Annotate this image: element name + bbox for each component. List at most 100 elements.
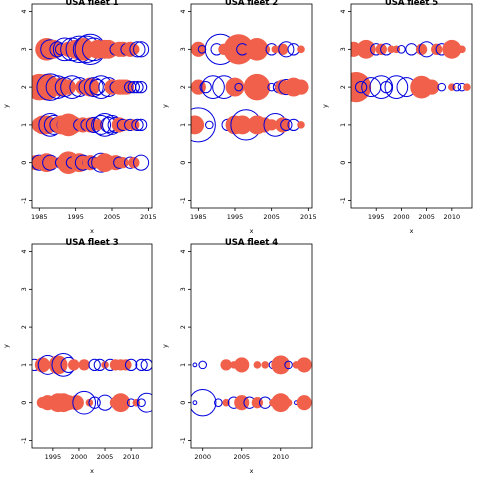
x-tick-label: 1995: [368, 213, 385, 221]
x-axis-label: x: [90, 467, 94, 475]
data-point: [296, 395, 312, 411]
data-point: [60, 79, 76, 95]
data-point: [405, 43, 418, 56]
y-tick-label: 4: [179, 249, 187, 253]
data-point: [191, 115, 205, 135]
data-point: [118, 79, 135, 95]
y-tick-label: 4: [339, 9, 347, 13]
data-point: [296, 357, 312, 373]
data-point: [192, 362, 198, 368]
y-tick-label: 4: [179, 9, 187, 13]
x-tick-label: 1995: [67, 213, 84, 221]
plot-frame: [350, 3, 473, 209]
y-tick-label: 3: [179, 287, 187, 291]
x-tick-label: 1985: [31, 213, 48, 221]
y-tick-label: 0: [20, 161, 28, 165]
y-tick-label: -1: [339, 197, 347, 203]
data-point: [131, 118, 144, 132]
y-tick-label: 1: [20, 363, 28, 367]
y-tick-label: 3: [339, 47, 347, 51]
panel-title: USA fleet 4: [225, 238, 278, 248]
plot-frame: [190, 3, 313, 209]
y-tick-label: 1: [179, 123, 187, 127]
data-point: [354, 80, 368, 94]
y-tick-label: 3: [179, 47, 187, 51]
data-point: [34, 357, 50, 373]
y-axis-label: y: [2, 344, 10, 348]
data-point: [191, 107, 216, 143]
x-tick-label: 2005: [418, 213, 435, 221]
data-point: [199, 80, 212, 94]
data-point: [68, 395, 84, 411]
x-tick-label: 2015: [300, 213, 317, 221]
x-tick-label: 1995: [227, 213, 244, 221]
data-point: [205, 120, 214, 130]
y-tick-label: 2: [20, 85, 28, 89]
y-tick-label: 0: [179, 401, 187, 405]
x-tick-label: 2005: [104, 213, 121, 221]
data-point: [192, 400, 198, 406]
data-point: [280, 118, 293, 132]
y-tick-label: 2: [179, 85, 187, 89]
data-point: [78, 359, 90, 371]
data-point: [134, 118, 148, 132]
x-tick-label: 2005: [97, 453, 114, 461]
data-point: [72, 390, 97, 415]
y-tick-label: 3: [20, 287, 28, 291]
y-axis-label: y: [161, 344, 169, 348]
data-point: [131, 80, 144, 94]
y-tick-label: 0: [179, 161, 187, 165]
data-point: [297, 121, 305, 129]
data-point: [458, 45, 466, 54]
y-tick-label: 4: [20, 9, 28, 13]
points-layer: [32, 33, 150, 175]
data-point: [234, 357, 250, 373]
data-point: [201, 75, 225, 99]
data-point: [111, 393, 131, 413]
data-point: [463, 83, 471, 91]
y-tick-label: -1: [179, 197, 187, 203]
x-tick-label: 1985: [190, 213, 207, 221]
points-layer: [32, 353, 152, 415]
x-tick-label: 2010: [123, 453, 140, 461]
data-point: [191, 388, 217, 417]
x-axis-label: x: [250, 467, 254, 475]
data-point: [134, 80, 148, 94]
y-tick-label: -1: [20, 437, 28, 443]
x-tick-label: 2000: [393, 213, 410, 221]
x-tick-label: 2015: [140, 213, 157, 221]
panel-4: USA fleet 3 -1 0 1 2 3 4 1995 2000 2005 2010 x y: [2, 238, 153, 475]
data-point: [133, 154, 150, 171]
plot-frame: [31, 243, 153, 449]
y-axis-label: y: [161, 104, 169, 108]
data-point: [133, 41, 150, 58]
y-tick-label: 0: [20, 401, 28, 405]
data-point: [271, 393, 291, 413]
data-point: [198, 360, 207, 370]
plot-frame: [190, 243, 313, 449]
data-point: [197, 45, 207, 54]
data-point: [275, 117, 291, 133]
data-point: [88, 358, 101, 372]
y-tick-label: 2: [179, 325, 187, 329]
y-tick-label: -1: [179, 437, 187, 443]
data-point: [232, 115, 252, 135]
data-point: [384, 75, 409, 99]
data-point: [127, 80, 140, 94]
data-point: [397, 45, 406, 54]
data-point: [266, 119, 278, 131]
panel-title: USA fleet 3: [65, 238, 118, 248]
x-tick-label: 2010: [273, 453, 290, 461]
data-point: [83, 77, 104, 98]
data-point: [452, 82, 462, 92]
x-axis-label: x: [250, 227, 254, 235]
y-axis-label: y: [2, 104, 10, 108]
data-point: [431, 43, 443, 55]
y-tick-label: -1: [20, 197, 28, 203]
data-point: [234, 82, 243, 92]
data-point: [91, 114, 112, 135]
data-point: [136, 392, 152, 413]
y-tick-label: 1: [179, 363, 187, 367]
data-point: [117, 157, 129, 169]
y-tick-label: 2: [339, 85, 347, 89]
